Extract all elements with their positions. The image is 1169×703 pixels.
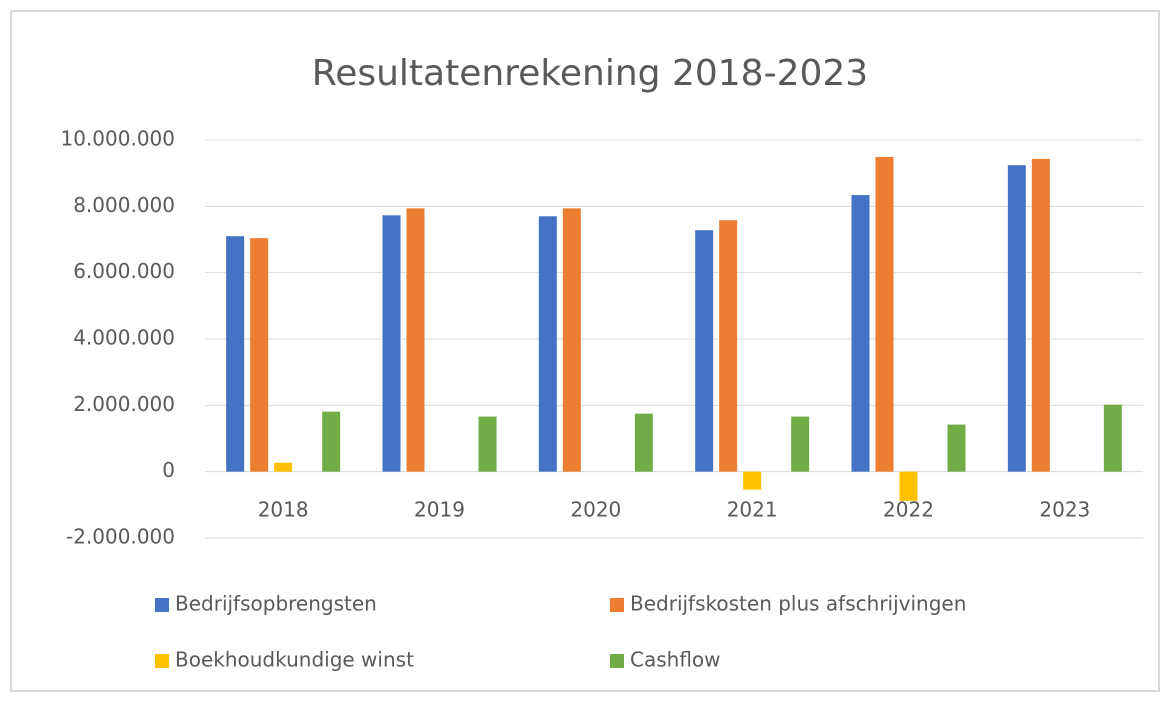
bar bbox=[695, 230, 714, 472]
bar bbox=[719, 220, 738, 472]
chart-border bbox=[10, 10, 1160, 692]
x-tick-label: 2018 bbox=[258, 498, 309, 522]
bar bbox=[899, 471, 918, 501]
bar bbox=[1031, 158, 1050, 472]
chart-title: Resultatenrekening 2018-2023 bbox=[312, 53, 868, 94]
bar bbox=[406, 208, 425, 472]
bar bbox=[1103, 404, 1122, 472]
bar bbox=[538, 216, 557, 472]
bar bbox=[791, 416, 810, 472]
bar bbox=[851, 195, 870, 472]
y-tick-label: 0 bbox=[162, 458, 175, 482]
legend-label: Boekhoudkundige winst bbox=[175, 648, 414, 672]
y-tick-label: 2.000.000 bbox=[73, 392, 175, 416]
bar bbox=[1007, 165, 1026, 472]
bar bbox=[478, 416, 497, 472]
y-tick-label: 4.000.000 bbox=[73, 326, 175, 350]
y-tick-label: 10.000.000 bbox=[60, 127, 175, 151]
x-tick-label: 2021 bbox=[727, 498, 778, 522]
bar bbox=[947, 424, 966, 472]
bar bbox=[382, 215, 401, 472]
x-tick-label: 2019 bbox=[414, 498, 465, 522]
bar bbox=[634, 413, 653, 472]
bar bbox=[274, 462, 293, 472]
y-tick-label: 8.000.000 bbox=[73, 193, 175, 217]
legend-swatch bbox=[155, 598, 169, 612]
bar bbox=[250, 238, 269, 472]
x-tick-label: 2023 bbox=[1039, 498, 1090, 522]
legend-swatch bbox=[610, 598, 624, 612]
bar bbox=[743, 471, 762, 490]
legend-label: Bedrijfsopbrengsten bbox=[175, 592, 377, 616]
legend-swatch bbox=[155, 654, 169, 668]
x-tick-label: 2022 bbox=[883, 498, 934, 522]
bar bbox=[226, 236, 245, 472]
x-tick-label: 2020 bbox=[570, 498, 621, 522]
legend-swatch bbox=[610, 654, 624, 668]
bar bbox=[322, 411, 341, 472]
y-tick-label: 6.000.000 bbox=[73, 259, 175, 283]
bar bbox=[875, 156, 894, 472]
legend-label: Cashflow bbox=[630, 648, 721, 672]
legend-label: Bedrijfskosten plus afschrijvingen bbox=[630, 592, 966, 616]
bar bbox=[562, 208, 581, 472]
y-tick-label: -2.000.000 bbox=[66, 525, 175, 549]
